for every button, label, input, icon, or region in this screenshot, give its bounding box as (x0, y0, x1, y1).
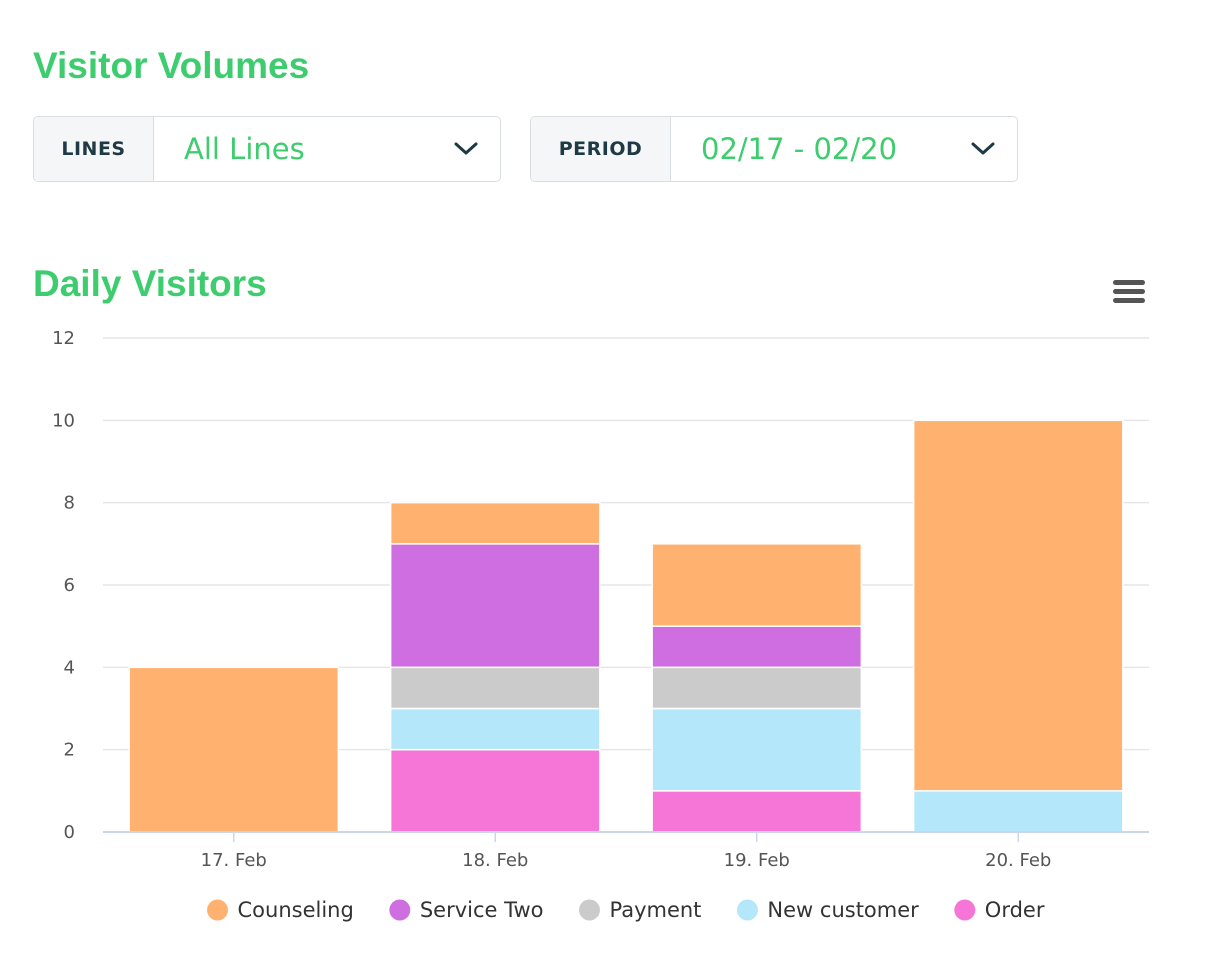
bar-segment[interactable] (389, 543, 601, 669)
chevron-down-icon[interactable] (432, 117, 500, 181)
legend-item[interactable]: Service Two (389, 898, 543, 922)
legend-item[interactable]: Payment (578, 898, 701, 922)
bar-segment[interactable] (912, 790, 1124, 833)
legend-label: Counseling (238, 898, 354, 922)
bar-segment[interactable] (912, 419, 1124, 792)
bar-segment[interactable] (389, 707, 601, 751)
period-filter[interactable]: PERIOD 02/17 - 02/20 (530, 116, 1018, 182)
y-tick-label: 2 (64, 740, 75, 761)
y-tick-label: 12 (52, 328, 75, 349)
legend-label: Order (985, 898, 1045, 922)
legend-item[interactable]: Counseling (207, 898, 354, 922)
legend-item[interactable]: New customer (736, 898, 919, 922)
y-tick-label: 0 (64, 822, 75, 843)
legend-marker (207, 899, 229, 921)
legend-item[interactable]: Order (954, 898, 1045, 922)
x-tick-label: 20. Feb (985, 850, 1051, 871)
bar-segment[interactable] (389, 666, 601, 710)
axes: 0 2 4 6 8 10 12 17. Feb 18. Feb 19. Feb 20. Feb (52, 328, 1149, 871)
bar-segment[interactable] (651, 666, 863, 710)
y-tick-label: 8 (64, 493, 75, 514)
y-tick-label: 6 (64, 575, 75, 596)
legend-label: New customer (767, 898, 919, 922)
y-tick-label: 4 (64, 657, 75, 678)
bar-segment[interactable] (128, 666, 340, 833)
daily-visitors-title: Daily Visitors (33, 263, 267, 304)
bar-segment[interactable] (389, 501, 601, 545)
legend-marker (736, 899, 758, 921)
lines-filter-value[interactable]: All Lines (184, 132, 305, 166)
legend-marker (954, 899, 976, 921)
bar-segment[interactable] (651, 707, 863, 792)
visitor-volumes-title: Visitor Volumes (33, 45, 310, 86)
bar-segment[interactable] (389, 748, 601, 833)
bar-segment[interactable] (651, 543, 863, 627)
lines-filter[interactable]: LINES All Lines (33, 116, 501, 182)
legend-marker (389, 899, 411, 921)
bar-segment[interactable] (651, 790, 863, 833)
bar-segment[interactable] (651, 625, 863, 669)
legend-label: Service Two (420, 898, 544, 922)
bars (128, 419, 1124, 833)
x-tick-label: 17. Feb (201, 850, 267, 871)
y-tick-label: 10 (52, 410, 75, 431)
lines-filter-label: LINES (34, 117, 154, 181)
legend: Counseling Service Two Payment New customer… (207, 898, 1045, 922)
legend-marker (578, 899, 600, 921)
x-tick-label: 19. Feb (724, 850, 790, 871)
hamburger-menu-icon[interactable] (1111, 277, 1147, 307)
x-tick-label: 18. Feb (462, 850, 528, 871)
period-filter-label: PERIOD (531, 117, 671, 181)
daily-visitors-chart: 0 2 4 6 8 10 12 17. Feb 18. Feb 19. Feb 20. Feb Co… (52, 328, 1149, 922)
period-filter-value[interactable]: 02/17 - 02/20 (701, 132, 898, 166)
chevron-down-icon[interactable] (949, 117, 1017, 181)
legend-label: Payment (609, 898, 701, 922)
